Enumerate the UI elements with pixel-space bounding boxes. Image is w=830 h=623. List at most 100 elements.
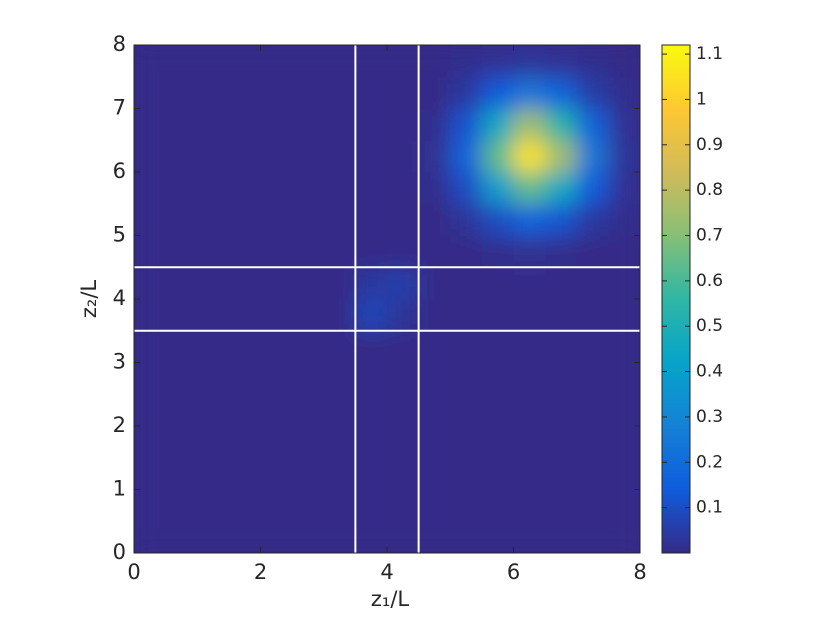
heat-cell bbox=[481, 45, 514, 78]
y-axis-label: z₂/L bbox=[77, 280, 101, 319]
heat-cell bbox=[545, 362, 578, 395]
heat-cell bbox=[418, 457, 451, 490]
colorbar-tick-label: 0.6 bbox=[696, 271, 723, 291]
heat-cell bbox=[513, 521, 546, 553]
heat-cell bbox=[228, 521, 261, 553]
heat-cell bbox=[197, 394, 230, 427]
y-tick-label: 5 bbox=[113, 223, 126, 247]
heat-cell bbox=[608, 45, 640, 78]
heat-cell bbox=[260, 76, 293, 109]
heat-cell bbox=[323, 140, 356, 173]
heat-cell bbox=[576, 489, 609, 522]
x-tick-label: 2 bbox=[254, 560, 267, 584]
heat-cell bbox=[355, 394, 388, 427]
heat-cell bbox=[165, 108, 198, 141]
heat-cell bbox=[481, 457, 514, 490]
heat-cell bbox=[323, 235, 356, 268]
heat-cell bbox=[545, 521, 578, 553]
heat-cell bbox=[228, 203, 261, 236]
heat-cell bbox=[576, 457, 609, 490]
heat-cell bbox=[576, 45, 609, 78]
x-tick-label: 4 bbox=[380, 560, 393, 584]
heat-cell bbox=[228, 426, 261, 459]
heat-cell bbox=[387, 108, 420, 141]
heat-cell bbox=[450, 108, 483, 141]
heat-cell bbox=[260, 362, 293, 395]
heat-cell bbox=[260, 521, 293, 553]
heat-cell bbox=[355, 108, 388, 141]
heat-cell bbox=[450, 299, 483, 332]
heat-cell bbox=[450, 140, 483, 173]
heat-cell bbox=[576, 362, 609, 395]
heat-cell bbox=[450, 362, 483, 395]
heat-cell bbox=[513, 330, 546, 363]
heat-cell bbox=[513, 457, 546, 490]
heat-cell bbox=[197, 235, 230, 268]
heat-cell bbox=[418, 203, 451, 236]
heat-cell bbox=[450, 267, 483, 300]
heat-cell bbox=[608, 172, 640, 205]
y-tick-label: 8 bbox=[113, 32, 126, 56]
heat-cell bbox=[576, 76, 609, 109]
colorbar-tick-label: 0.7 bbox=[696, 226, 723, 246]
heat-cell bbox=[228, 394, 261, 427]
heat-cell bbox=[165, 299, 198, 332]
heat-cell bbox=[165, 457, 198, 490]
heat-cell bbox=[481, 521, 514, 553]
heat-cell bbox=[323, 203, 356, 236]
heat-cell bbox=[292, 140, 325, 173]
colorbar-tick-label: 0.8 bbox=[696, 180, 723, 200]
heat-cell bbox=[355, 172, 388, 205]
heat-cell bbox=[545, 45, 578, 78]
heat-cell bbox=[513, 299, 546, 332]
heat-cell bbox=[355, 267, 388, 300]
heat-cell bbox=[387, 426, 420, 459]
heat-cell bbox=[134, 235, 167, 268]
heat-cell bbox=[323, 521, 356, 553]
heat-cell bbox=[450, 521, 483, 553]
heat-cell bbox=[197, 108, 230, 141]
y-tick-label: 2 bbox=[113, 413, 126, 437]
heat-cell bbox=[134, 299, 167, 332]
heat-cell bbox=[481, 362, 514, 395]
heat-cell bbox=[165, 267, 198, 300]
heat-cell bbox=[576, 235, 609, 268]
heat-cell bbox=[292, 203, 325, 236]
heat-cell bbox=[418, 76, 451, 109]
heat-cell bbox=[260, 457, 293, 490]
heat-cell bbox=[323, 172, 356, 205]
heat-cell bbox=[387, 172, 420, 205]
heat-cell bbox=[197, 521, 230, 553]
heat-cell bbox=[292, 330, 325, 363]
heat-cell bbox=[576, 394, 609, 427]
heat-cell bbox=[513, 235, 546, 268]
heat-cell bbox=[481, 299, 514, 332]
heat-cell bbox=[292, 76, 325, 109]
heat-cell bbox=[418, 489, 451, 522]
heat-cell bbox=[228, 457, 261, 490]
heat-cell bbox=[450, 330, 483, 363]
colorbar-tick-label: 0.1 bbox=[696, 498, 723, 518]
heat-cell bbox=[260, 140, 293, 173]
heat-cell bbox=[260, 45, 293, 78]
heat-cell bbox=[418, 267, 451, 300]
heat-cell bbox=[387, 267, 420, 300]
heat-cell bbox=[165, 362, 198, 395]
heat-cell bbox=[387, 203, 420, 236]
heat-cell bbox=[165, 203, 198, 236]
heat-cell bbox=[197, 489, 230, 522]
y-tick-label: 6 bbox=[113, 159, 126, 183]
overlay: 0 2 4 6 8 0 1 2 3 4 5 6 7 8 0.1 0.2 0.3 0.4 0.5 0.6 0.7 0.8 0.… bbox=[113, 32, 723, 584]
heat-cell bbox=[197, 203, 230, 236]
heat-cell bbox=[418, 140, 451, 173]
heat-cell bbox=[355, 140, 388, 173]
heat-cell bbox=[355, 45, 388, 78]
heat-cell bbox=[260, 426, 293, 459]
heat-cell bbox=[197, 299, 230, 332]
y-tick-label: 1 bbox=[113, 477, 126, 501]
heat-cell bbox=[260, 108, 293, 141]
heat-cell bbox=[387, 45, 420, 78]
heat-cell bbox=[197, 426, 230, 459]
heat-cell bbox=[608, 489, 640, 522]
